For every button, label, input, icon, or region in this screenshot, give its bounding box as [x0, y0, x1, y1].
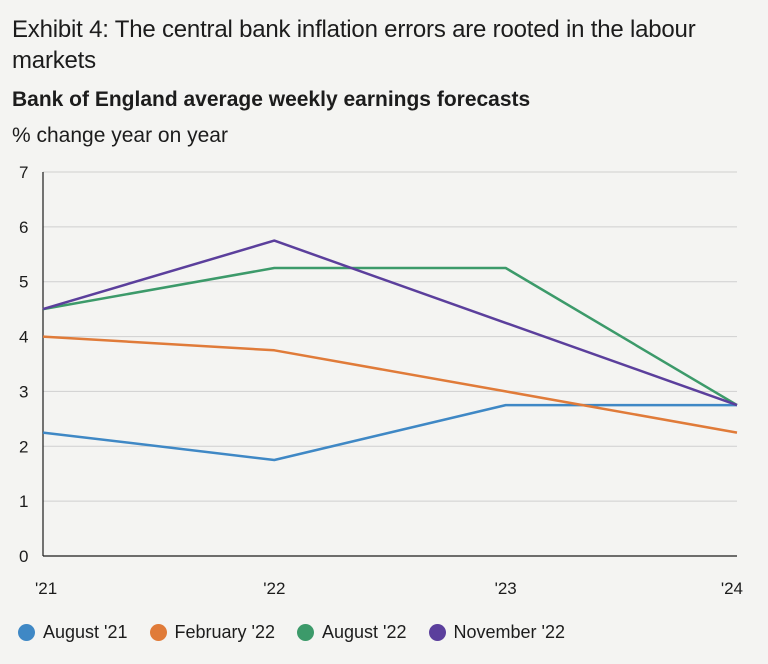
- series-line-2: [42, 266, 738, 407]
- y-tick-label: 6: [19, 218, 28, 237]
- y-axis-label: % change year on year: [12, 124, 228, 147]
- line-chart: 0 1 2 3 4 5 6 7 '21 '22 '23 '24: [19, 163, 743, 598]
- legend: August '21 February '22 August '22 November…: [18, 622, 587, 643]
- x-tick-label: '23: [495, 579, 517, 598]
- legend-swatch: [149, 624, 167, 641]
- series-line-0: [42, 403, 737, 462]
- y-tick-label: 5: [19, 273, 28, 292]
- legend-label: August '22: [322, 622, 407, 642]
- chart-subtitle: Bank of England average weekly earnings …: [12, 88, 531, 111]
- legend-item: August '21: [18, 622, 128, 643]
- x-tick-label: '22: [263, 579, 285, 598]
- y-tick-label: 1: [19, 492, 28, 511]
- y-tick-label: 4: [19, 328, 28, 347]
- y-tick-label: 0: [19, 547, 28, 566]
- legend-label: November '22: [453, 622, 566, 642]
- legend-item: November '22: [428, 622, 566, 643]
- y-tick-label: 3: [19, 382, 28, 401]
- legend-item: February '22: [149, 622, 276, 643]
- legend-label: August '21: [43, 622, 128, 642]
- legend-swatch: [18, 624, 35, 641]
- series-line-3: [42, 239, 738, 407]
- x-tick-label: '24: [721, 579, 743, 598]
- chart-title: Exhibit 4: The central bank inflation er…: [12, 16, 696, 74]
- y-tick-label: 2: [19, 437, 28, 456]
- x-tick-label: '21: [35, 579, 57, 598]
- y-tick-label: 7: [19, 163, 28, 182]
- legend-label: February '22: [174, 622, 276, 642]
- series-line-1: [42, 335, 738, 434]
- legend-item: August '22: [297, 622, 407, 643]
- legend-swatch: [297, 624, 314, 641]
- legend-swatch: [428, 624, 446, 641]
